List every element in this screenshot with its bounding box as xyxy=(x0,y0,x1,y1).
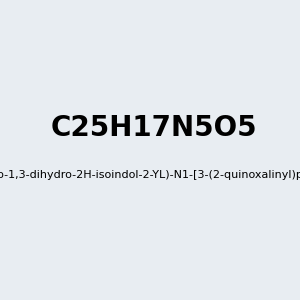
Text: C25H17N5O5: C25H17N5O5 xyxy=(50,114,257,142)
Text: 3-(4-Nitro-1,3-dioxo-1,3-dihydro-2H-isoindol-2-YL)-N1-[3-(2-quinoxalinyl)phenyl]: 3-(4-Nitro-1,3-dioxo-1,3-dihydro-2H-isoi… xyxy=(0,169,300,180)
